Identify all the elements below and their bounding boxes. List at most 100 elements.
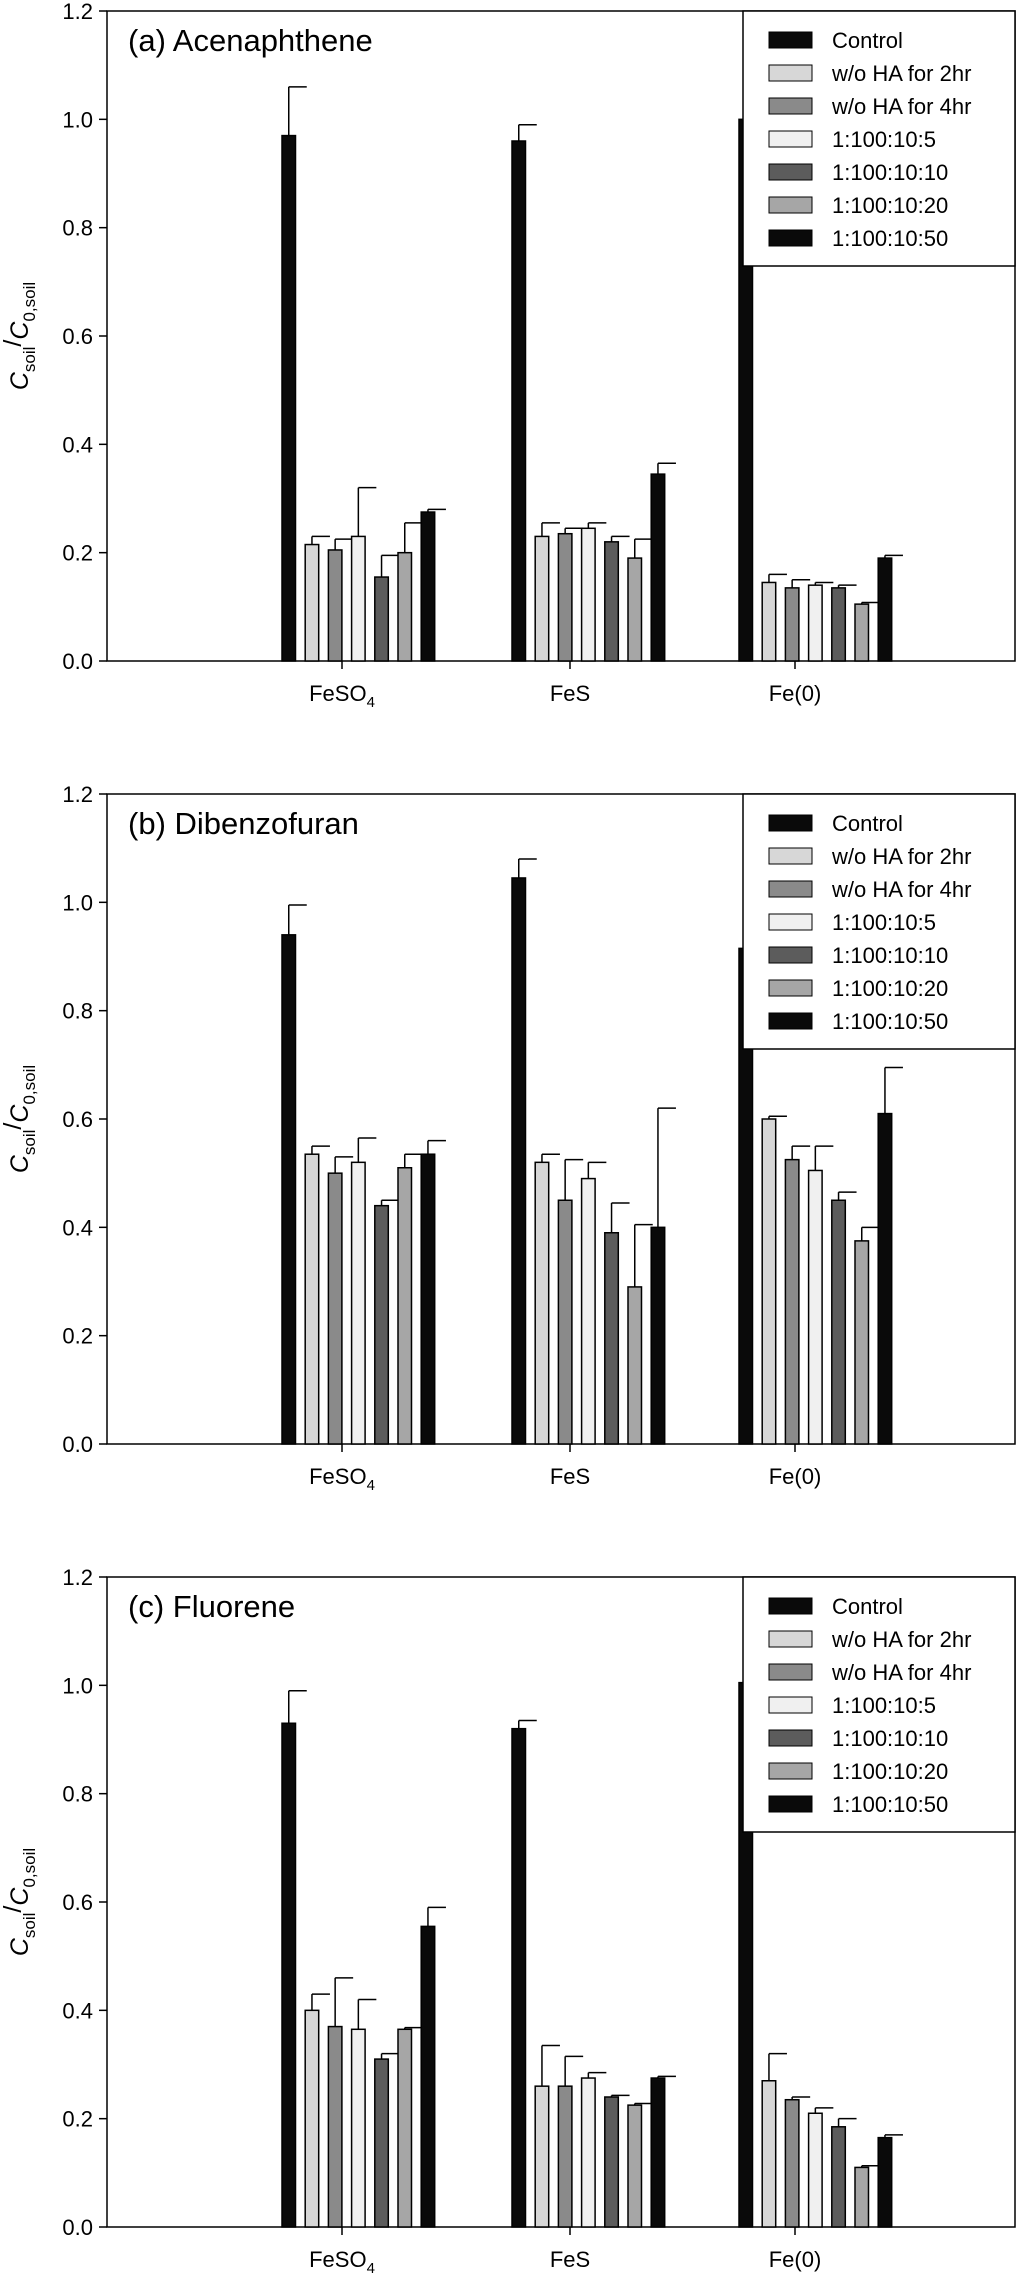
y-tick-label: 0.0 [62,649,93,674]
y-tick-label: 0.4 [62,1998,93,2023]
x-tick-label: FeSO4 [309,2247,375,2277]
x-tick-label: FeS [550,2247,590,2272]
bar [374,1204,390,1445]
bar [854,1240,870,1445]
bar [281,934,297,1445]
legend-swatch [768,814,813,832]
legend-swatch [768,64,813,82]
bar [534,1161,550,1445]
y-tick-label: 0.4 [62,432,93,457]
bar [281,1722,297,2228]
bar [557,532,573,662]
bar [604,1232,620,1445]
bar [761,1118,777,1445]
bar [807,584,823,662]
y-tick-label: 0.2 [62,1324,93,1349]
bar [627,557,643,662]
bar [580,2077,596,2228]
bar [650,1226,666,1445]
legend-label: 1:100:10:50 [832,1792,948,1817]
y-axis-label: Csoil/C0,soil [0,282,39,390]
legend-label: w/o HA for 4hr [831,1660,971,1685]
bar [534,535,550,662]
bar [511,140,527,662]
bar [877,557,893,662]
legend-label: w/o HA for 4hr [831,877,971,902]
bar [327,2025,343,2228]
bar [327,1172,343,1445]
bar [327,549,343,662]
y-tick-label: 1.2 [62,0,93,24]
bar [854,603,870,662]
bar [374,2058,390,2228]
bar [350,2028,366,2228]
y-tick-label: 0.2 [62,2107,93,2132]
panel-title: (c) Fluorene [128,1589,295,1624]
y-tick-label: 1.0 [62,890,93,915]
legend-label: 1:100:10:10 [832,160,948,185]
legend-swatch [768,979,813,997]
x-tick-label: FeSO4 [309,1464,375,1494]
bar [281,134,297,662]
bar [304,543,320,662]
legend: Control w/o HA for 2hr w/o HA for 4hr 1:100… [742,793,1016,1050]
bar [831,1199,847,1445]
bar [557,2085,573,2228]
bar [580,1177,596,1445]
bar [397,2028,413,2228]
legend-label: 1:100:10:5 [832,127,936,152]
y-tick-label: 0.6 [62,1890,93,1915]
bar [761,2080,777,2228]
y-tick-label: 0.4 [62,1215,93,1240]
legend-swatch [768,1762,813,1780]
chart-panel-3: 0.0 0.2 0.4 0.6 0.8 1.0 1.2 Csoil/C0,soil FeSO4 F… [0,1565,1016,2277]
bar [627,1286,643,1445]
legend-label: 1:100:10:5 [832,910,936,935]
bar [350,535,366,662]
y-tick-label: 0.2 [62,541,93,566]
legend-swatch [768,1012,813,1030]
bar [374,576,390,662]
legend-label: 1:100:10:10 [832,1726,948,1751]
legend-label: w/o HA for 2hr [831,844,971,869]
legend: Control w/o HA for 2hr w/o HA for 4hr 1:100… [742,10,1016,267]
panel-title: (b) Dibenzofuran [128,806,359,841]
bar [877,1112,893,1445]
legend-label: Control [832,28,903,53]
legend-swatch [768,196,813,214]
legend-swatch [768,1795,813,1813]
y-tick-label: 1.2 [62,782,93,807]
bar [304,1153,320,1445]
y-tick-label: 1.2 [62,1565,93,1590]
legend-swatch [768,31,813,49]
legend-label: 1:100:10:5 [832,1693,936,1718]
y-tick-label: 0.8 [62,1782,93,1807]
legend-label: 1:100:10:50 [832,1009,948,1034]
bar [854,2166,870,2228]
bar [511,877,527,1445]
legend-label: Control [832,1594,903,1619]
y-tick-label: 0.0 [62,2215,93,2240]
legend-swatch [768,1597,813,1615]
chart-panel-1: 0.0 0.2 0.4 0.6 0.8 1.0 1.2 Csoil/C0,soil FeSO4 F… [0,0,1016,711]
legend-swatch [768,97,813,115]
bar [627,2104,643,2228]
x-tick-label: FeS [550,681,590,706]
legend-swatch [768,229,813,247]
bar [604,2096,620,2228]
bar [350,1161,366,1445]
bar [511,1727,527,2228]
y-tick-label: 0.6 [62,1107,93,1132]
legend-swatch [768,1696,813,1714]
x-tick-label: FeS [550,1464,590,1489]
legend-label: 1:100:10:50 [832,226,948,251]
x-tick-label: Fe(0) [769,1464,822,1489]
y-tick-label: 0.8 [62,999,93,1024]
panel-title: (a) Acenaphthene [128,23,373,58]
bar [420,1153,436,1445]
bar [397,551,413,662]
legend-label: 1:100:10:20 [832,193,948,218]
bar [761,581,777,662]
bar [807,1169,823,1445]
y-axis-label: Csoil/C0,soil [0,1065,39,1173]
